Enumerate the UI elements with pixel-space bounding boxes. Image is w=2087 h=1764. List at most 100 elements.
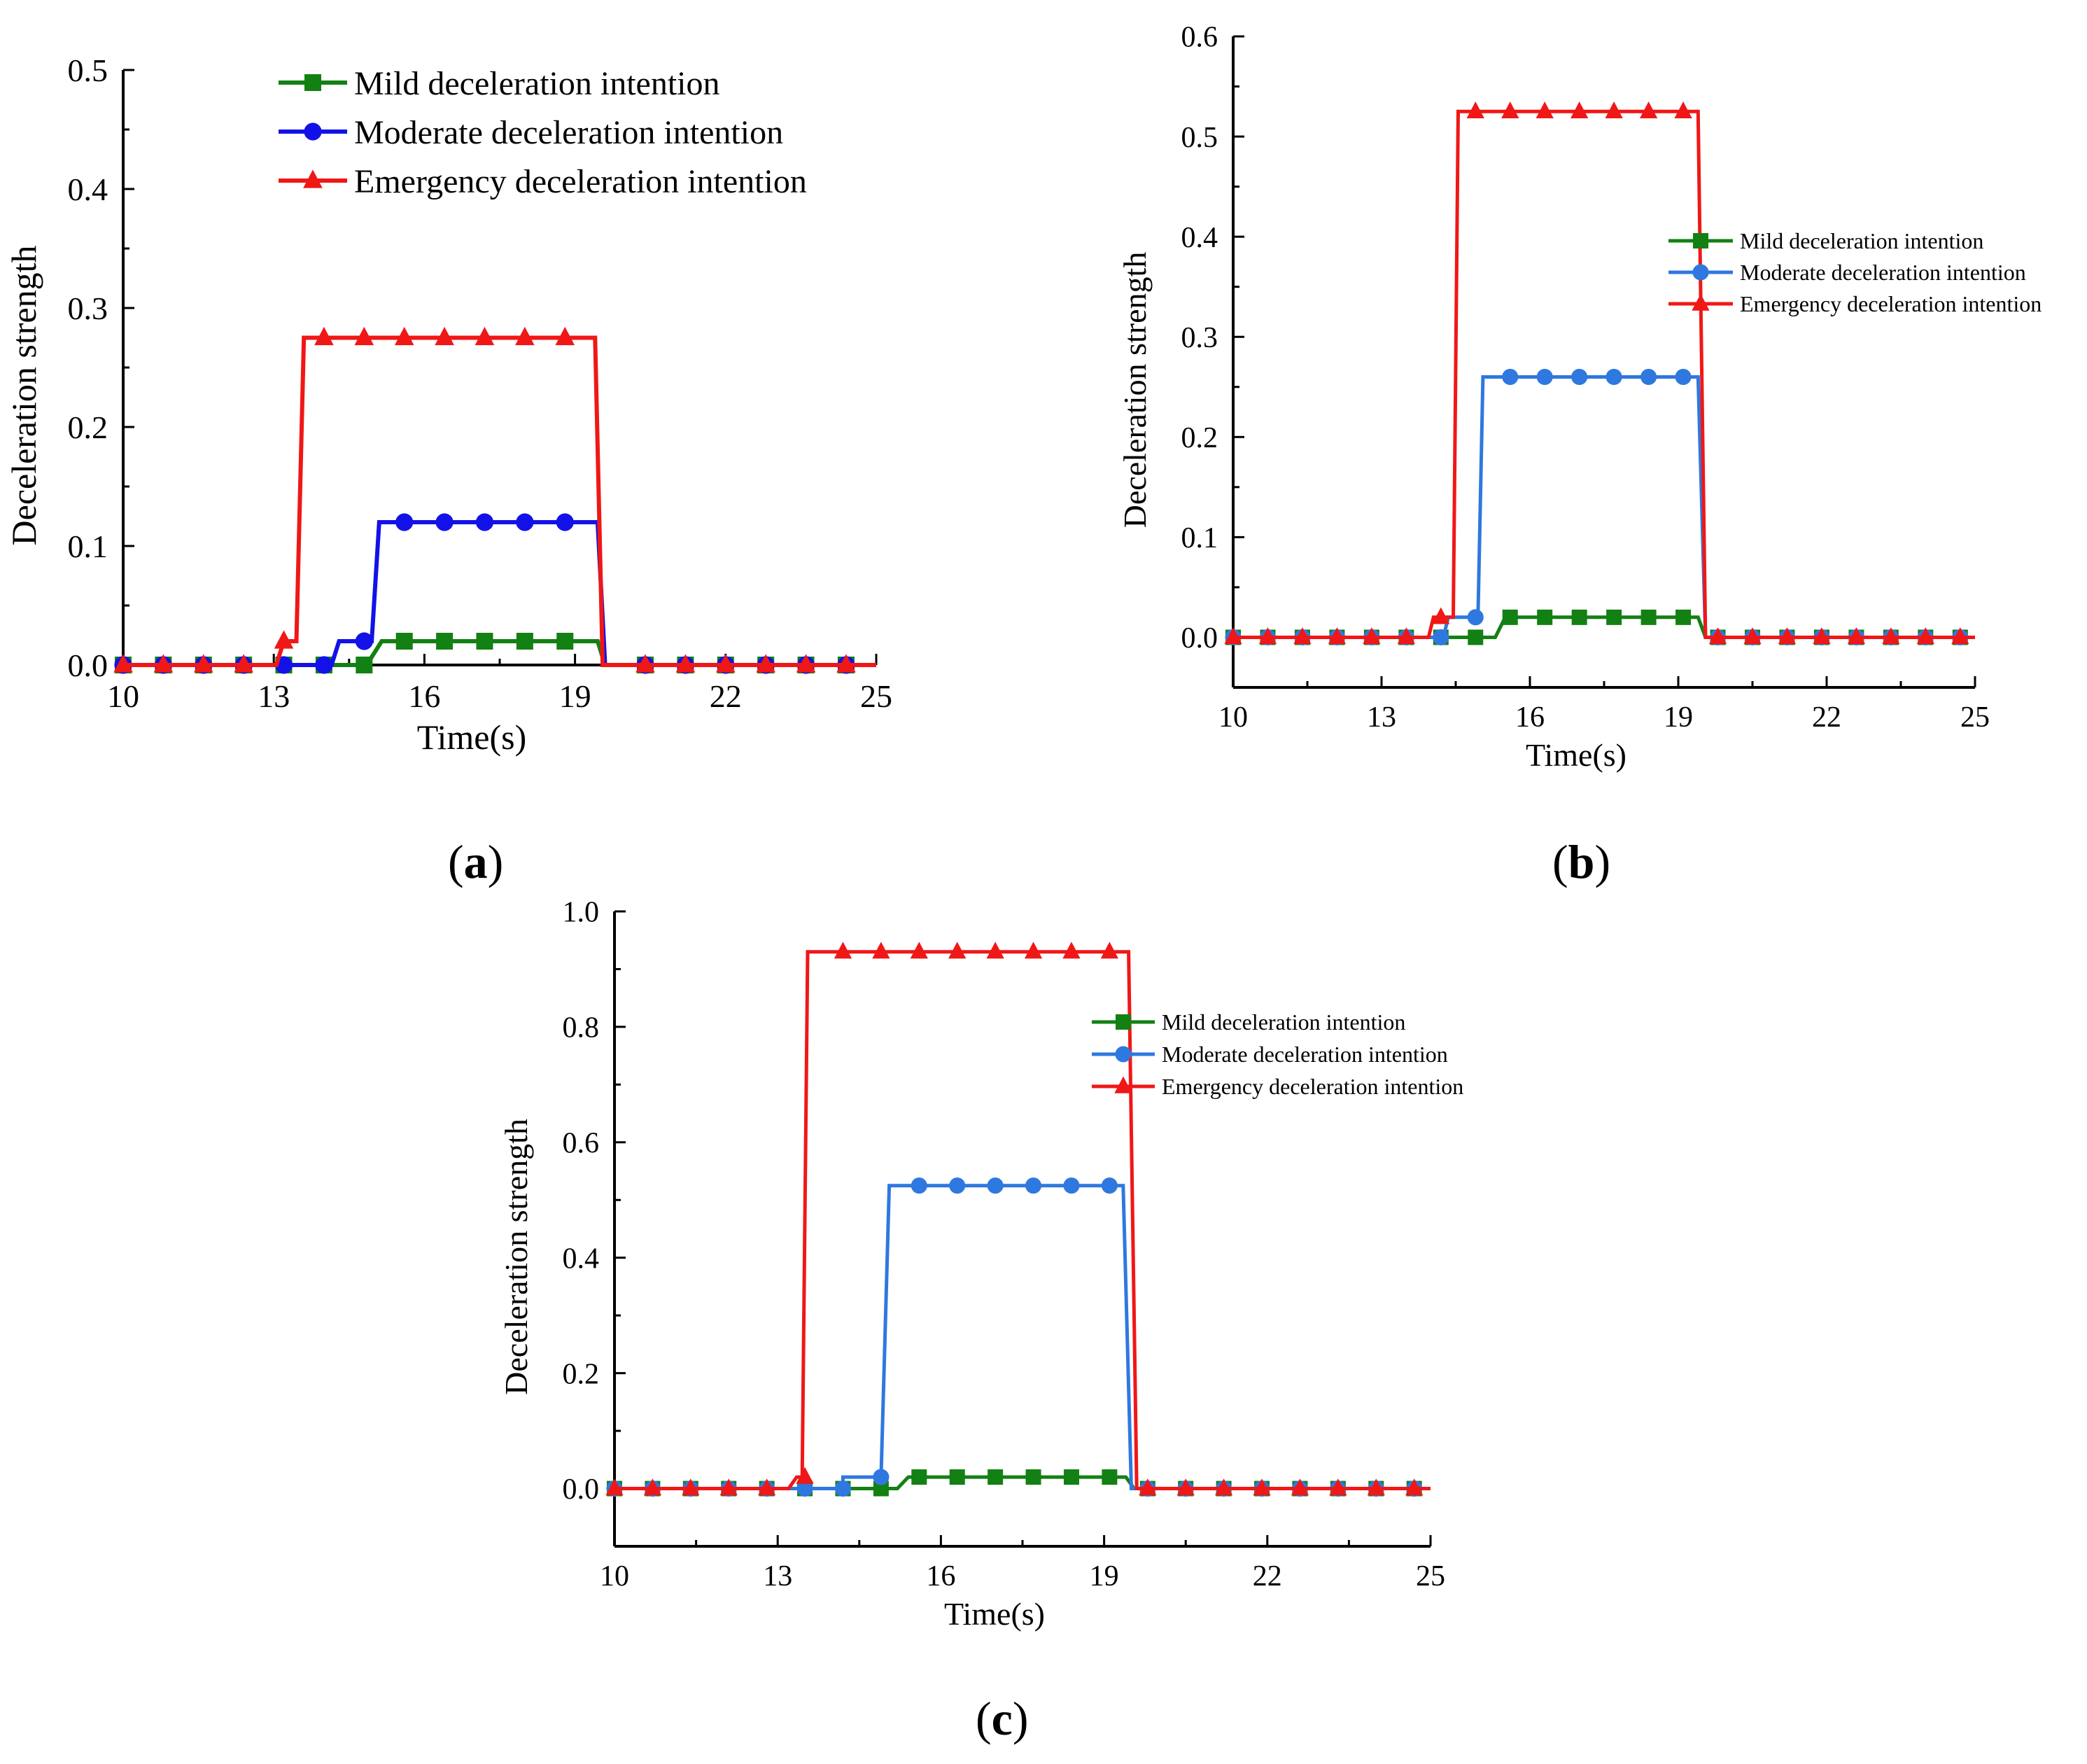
data-point: [395, 513, 414, 531]
data-point: [1536, 368, 1553, 386]
data-point: [1847, 627, 1866, 645]
data-point: [1258, 627, 1277, 645]
series-triangle: [113, 326, 876, 673]
y-tick-label: 0.0: [1181, 622, 1218, 654]
data-point: [911, 1469, 927, 1485]
data-point: [395, 633, 413, 650]
y-tick-label: 0.4: [1181, 222, 1218, 254]
series-line: [1233, 109, 1975, 639]
data-point: [1501, 101, 1519, 119]
axes: 10 13 16 19 22 25 0.0 0.2 0.4 0.6 0.8 1.0 Time(s) Dec…: [498, 897, 1445, 1632]
data-point: [1675, 609, 1692, 625]
x-tick-label: 25: [860, 678, 892, 714]
x-axis-label: Time(s): [1526, 737, 1626, 773]
y-tick-label: 0.4: [68, 172, 108, 207]
data-point: [1367, 1478, 1385, 1496]
data-point: [873, 1480, 889, 1497]
legend-label: Emergency deceleration intention: [354, 163, 807, 200]
series-line: [614, 1184, 1431, 1490]
data-point: [836, 654, 856, 673]
x-tick-label: 22: [710, 678, 742, 714]
legend-swatch-marker: [1114, 1076, 1132, 1093]
legend-label: Mild deceleration intention: [1162, 1009, 1405, 1035]
legend-swatch-marker: [303, 169, 323, 188]
panel-label-c: (c): [976, 1692, 1029, 1745]
x-tick-label: 25: [1960, 701, 1990, 734]
data-point: [605, 1478, 624, 1496]
y-tick-label: 0.1: [68, 528, 108, 564]
data-point: [556, 633, 574, 650]
data-point: [873, 1469, 890, 1485]
y-tick-label: 0.0: [68, 648, 108, 683]
data-point: [1640, 609, 1657, 625]
x-tick-label: 16: [926, 1560, 955, 1592]
data-point: [1536, 101, 1554, 119]
data-point: [356, 657, 373, 673]
data-point: [113, 654, 133, 673]
legend-swatch-marker: [1693, 233, 1708, 248]
data-point: [1916, 627, 1934, 645]
data-point: [949, 1177, 966, 1194]
data-point: [1432, 607, 1450, 624]
data-point: [675, 654, 696, 673]
y-tick-label: 0.3: [68, 290, 108, 326]
data-point: [555, 326, 575, 346]
data-point: [475, 513, 494, 531]
legend-item: Moderate deceleration intention: [1668, 260, 2026, 285]
data-point: [1224, 627, 1242, 645]
data-point: [986, 941, 1004, 959]
data-point: [1025, 1469, 1041, 1485]
legend-item: Moderate deceleration intention: [279, 114, 783, 151]
data-point: [716, 654, 736, 673]
data-point: [1708, 627, 1727, 645]
legend-item: Emergency deceleration intention: [279, 163, 807, 200]
data-point: [1605, 368, 1622, 386]
legend-label: Mild deceleration intention: [354, 65, 720, 102]
data-point: [1813, 627, 1831, 645]
data-point: [394, 326, 414, 346]
data-point: [1293, 627, 1312, 645]
data-point: [435, 326, 454, 346]
legend-label: Emergency deceleration intention: [1740, 291, 2042, 316]
data-point: [1674, 101, 1692, 119]
data-point: [193, 654, 213, 673]
data-point: [1214, 1478, 1233, 1496]
series-triangle: [1224, 101, 1975, 645]
data-point: [1606, 609, 1622, 625]
legend-label: Moderate deceleration intention: [354, 114, 783, 151]
data-point: [834, 941, 852, 959]
x-tick-label: 10: [107, 678, 139, 714]
y-axis-label: Deceleration strength: [4, 246, 43, 546]
data-point: [1951, 627, 1969, 645]
data-point: [1102, 1469, 1118, 1485]
data-point: [556, 513, 574, 531]
data-point: [1433, 629, 1449, 646]
data-point: [1570, 101, 1589, 119]
panel-label-a: (a): [448, 835, 504, 888]
y-tick-label: 0.0: [563, 1474, 600, 1506]
data-point: [1397, 627, 1415, 645]
data-point: [1063, 1177, 1080, 1194]
data-point: [1605, 101, 1623, 119]
y-tick-label: 0.2: [68, 410, 108, 445]
data-point: [1063, 1469, 1079, 1485]
data-point: [153, 654, 174, 673]
y-tick-label: 0.2: [1181, 422, 1218, 454]
data-point: [1253, 1478, 1271, 1496]
data-point: [872, 941, 890, 959]
x-tick-label: 25: [1416, 1560, 1445, 1592]
data-point: [476, 633, 493, 650]
data-point: [1139, 1478, 1157, 1496]
data-point: [1291, 1478, 1309, 1496]
axes: 10 13 16 19 22 25 0.0 0.1 0.2 0.3 0.4 0.5 0.6 Time(s)…: [1117, 22, 1990, 773]
data-point: [1778, 627, 1797, 645]
data-point: [1502, 368, 1519, 386]
data-point: [834, 1480, 852, 1497]
legend-item: Mild deceleration intention: [1092, 1009, 1405, 1035]
panel-label-b: (b): [1552, 835, 1611, 888]
legend-label: Moderate deceleration intention: [1162, 1042, 1448, 1067]
data-point: [643, 1478, 662, 1496]
x-tick-label: 13: [1367, 701, 1396, 734]
series-circle: [606, 1177, 1431, 1497]
